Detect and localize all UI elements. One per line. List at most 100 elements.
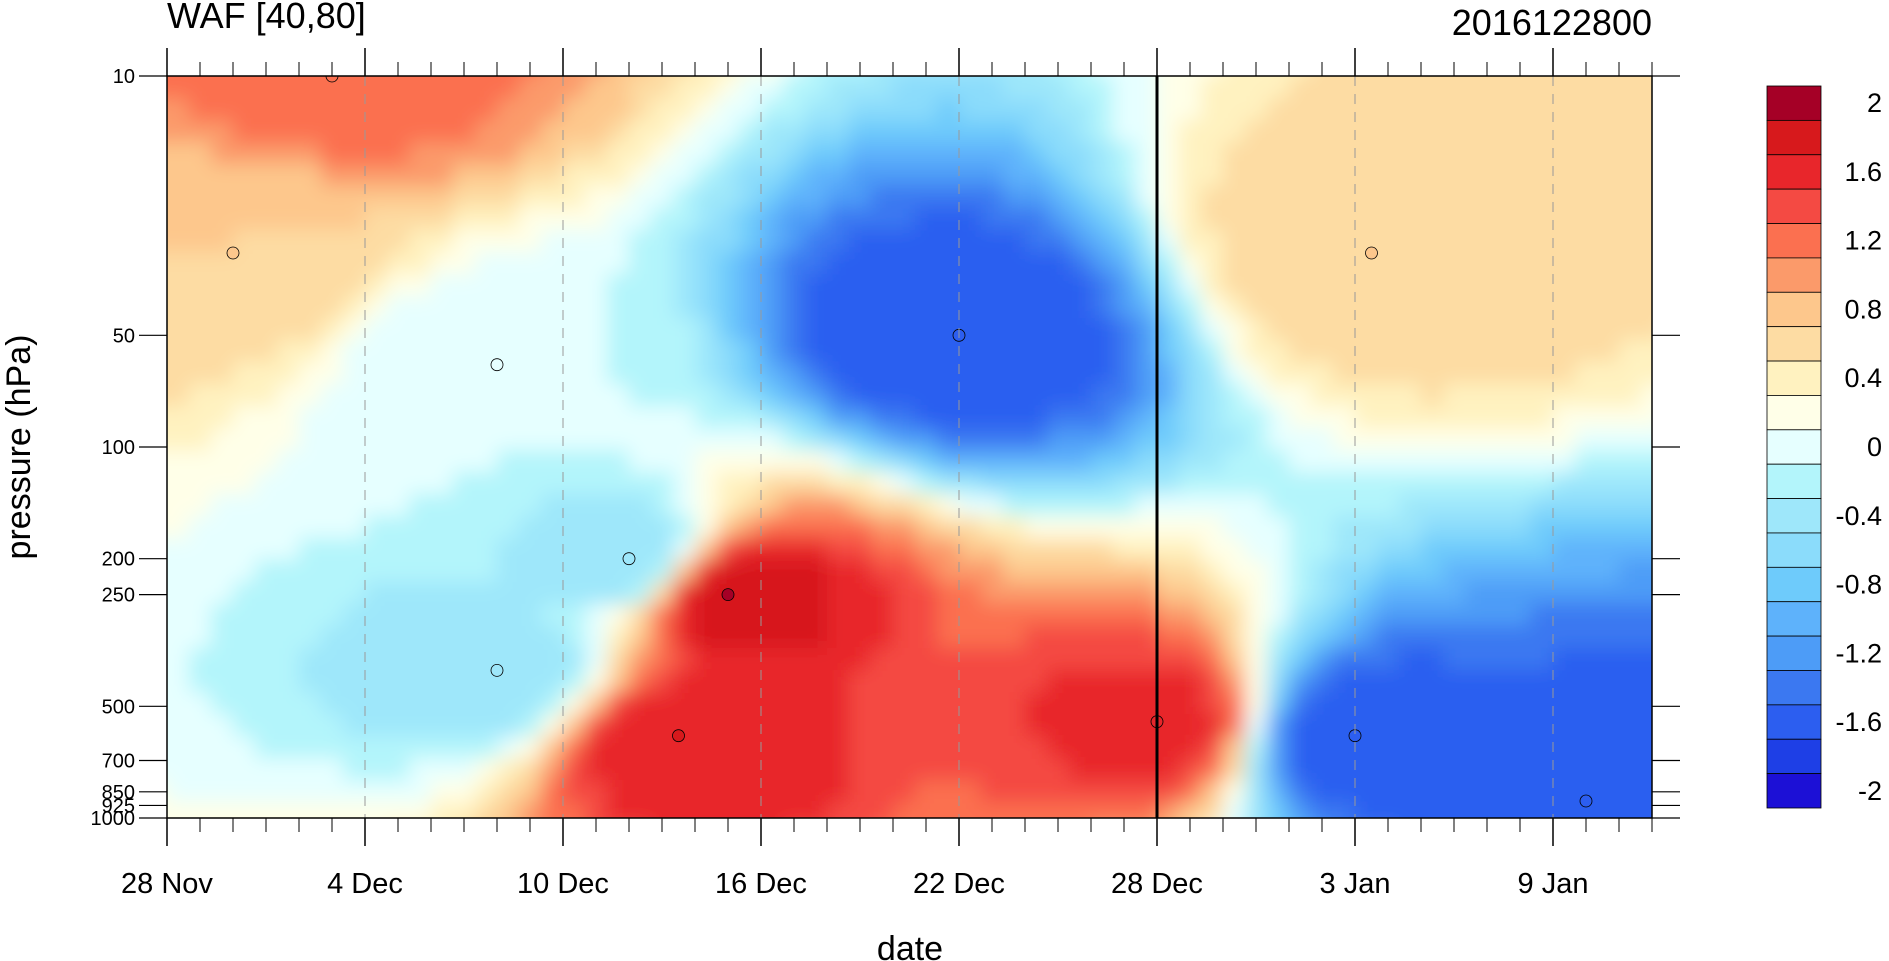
- x-axis-label: date: [877, 930, 943, 961]
- field-cell: [409, 384, 432, 407]
- field-cell: [1047, 780, 1070, 803]
- field-cell: [321, 626, 344, 649]
- field-cell: [629, 120, 652, 143]
- field-cell: [1091, 780, 1114, 803]
- field-cell: [1509, 802, 1532, 818]
- field-cell: [673, 164, 696, 187]
- field-cell: [1443, 296, 1466, 319]
- field-cell: [1421, 362, 1444, 385]
- field-cell: [739, 758, 762, 781]
- field-cell: [585, 648, 608, 671]
- field-cell: [1487, 428, 1510, 451]
- field-cell: [827, 252, 850, 275]
- field-cell: [1069, 274, 1092, 297]
- field-cell: [937, 120, 960, 143]
- field-cell: [1245, 516, 1268, 539]
- field-cell: [1465, 758, 1488, 781]
- field-cell: [1135, 296, 1158, 319]
- field-cell: [497, 230, 520, 253]
- field-cell: [695, 582, 718, 605]
- field-cell: [915, 274, 938, 297]
- field-cell: [1531, 120, 1554, 143]
- field-cell: [167, 472, 168, 495]
- field-cell: [1619, 758, 1642, 781]
- field-cell: [1509, 98, 1532, 121]
- field-cell: [431, 648, 454, 671]
- field-cell: [1597, 714, 1620, 737]
- field-cell: [893, 76, 916, 77]
- field-cell: [805, 252, 828, 275]
- field-cell: [167, 142, 190, 165]
- field-cell: [1267, 230, 1290, 253]
- field-cell: [519, 406, 542, 429]
- field-cell: [1377, 142, 1400, 165]
- field-cell: [1465, 164, 1488, 187]
- field-cell: [255, 670, 278, 693]
- field-cell: [1421, 208, 1444, 231]
- field-cell: [1289, 296, 1312, 319]
- field-cell: [783, 362, 806, 385]
- field-cell: [1531, 142, 1554, 165]
- field-cell: [1223, 538, 1246, 561]
- field-cell: [1597, 120, 1620, 143]
- field-cell: [1465, 802, 1488, 818]
- field-cell: [981, 164, 1004, 187]
- field-cell: [1641, 230, 1652, 253]
- field-cell: [299, 76, 322, 77]
- field-cell: [475, 692, 498, 715]
- field-cell: [1047, 604, 1070, 627]
- field-cell: [519, 648, 542, 671]
- colorbar-swatch: [1766, 154, 1822, 190]
- field-cell: [849, 98, 872, 121]
- field-cell: [827, 230, 850, 253]
- field-cell: [1201, 230, 1224, 253]
- field-cell: [541, 626, 564, 649]
- field-cell: [1443, 252, 1466, 275]
- field-cell: [453, 76, 476, 99]
- field-cell: [255, 340, 278, 363]
- field-cell: [783, 758, 806, 781]
- field-cell: [1421, 406, 1444, 429]
- field-cell: [519, 318, 542, 341]
- field-cell: [233, 208, 256, 231]
- field-cell: [1575, 120, 1598, 143]
- field-cell: [1311, 164, 1334, 187]
- field-cell: [1333, 164, 1356, 187]
- field-cell: [607, 186, 630, 209]
- field-cell: [629, 604, 652, 627]
- field-cell: [651, 802, 674, 818]
- field-cell: [1663, 164, 1686, 187]
- field-cell: [1333, 626, 1356, 649]
- field-cell: [1223, 516, 1246, 539]
- field-cell: [915, 98, 938, 121]
- field-cell: [1355, 538, 1378, 561]
- field-cell: [563, 164, 586, 187]
- field-cell: [563, 538, 586, 561]
- field-cell: [453, 626, 476, 649]
- field-cell: [783, 714, 806, 737]
- y-tick-label: 10: [113, 66, 135, 88]
- field-cell: [1311, 538, 1334, 561]
- field-cell: [1443, 362, 1466, 385]
- field-cell: [1487, 274, 1510, 297]
- field-cell: [1487, 736, 1510, 759]
- field-cell: [959, 296, 982, 319]
- field-cell: [629, 318, 652, 341]
- field-cell: [1509, 340, 1532, 363]
- field-cell: [519, 538, 542, 561]
- field-cell: [629, 802, 652, 818]
- field-cell: [255, 296, 278, 319]
- field-cell: [255, 736, 278, 759]
- field-cell: [871, 296, 894, 319]
- field-cell: [299, 428, 322, 451]
- field-cell: [431, 296, 454, 319]
- field-cell: [1641, 98, 1652, 121]
- field-cell: [761, 780, 784, 803]
- field-cell: [1113, 230, 1136, 253]
- field-cell: [1421, 120, 1444, 143]
- field-cell: [387, 384, 410, 407]
- field-cell: [1421, 648, 1444, 671]
- field-cell: [1289, 648, 1312, 671]
- field-cell: [387, 692, 410, 715]
- field-cell: [1311, 208, 1334, 231]
